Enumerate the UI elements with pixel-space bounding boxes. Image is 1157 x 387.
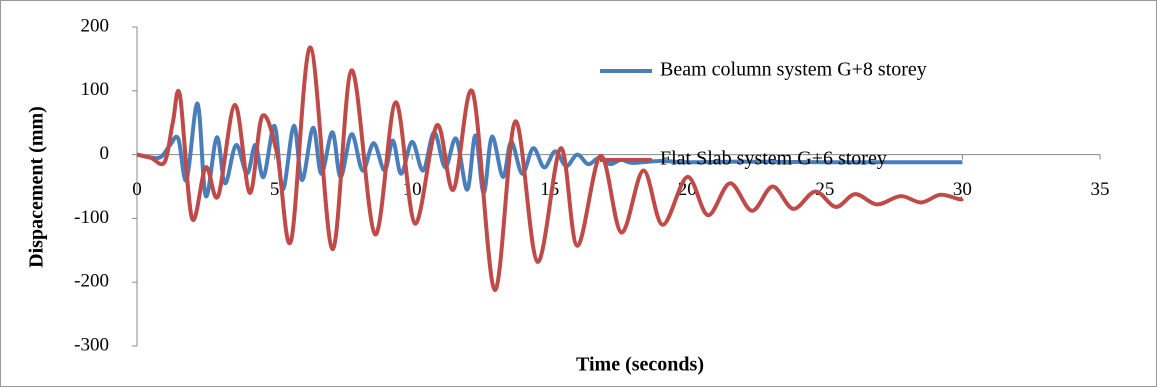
series-line — [136, 45, 965, 292]
y-tick-label: -100 — [74, 207, 109, 228]
y-axis-title: Dispacement (mm) — [26, 106, 48, 268]
y-tick-label: 0 — [100, 143, 110, 164]
y-tick-label: 200 — [81, 15, 110, 36]
x-tick-label: 30 — [953, 179, 972, 200]
x-tick-label: 0 — [132, 179, 142, 200]
legend-label: Beam column system G+8 storey — [660, 59, 927, 81]
y-tick-label: -300 — [74, 334, 109, 355]
legend-label: Flat Slab system G+6 storey — [660, 148, 887, 170]
x-tick-label: 5 — [270, 179, 280, 200]
y-tick-label: -200 — [74, 271, 109, 292]
x-tick-label: 35 — [1091, 179, 1110, 200]
y-tick-label: 100 — [81, 79, 110, 100]
x-axis-title: Time (seconds) — [576, 354, 704, 376]
